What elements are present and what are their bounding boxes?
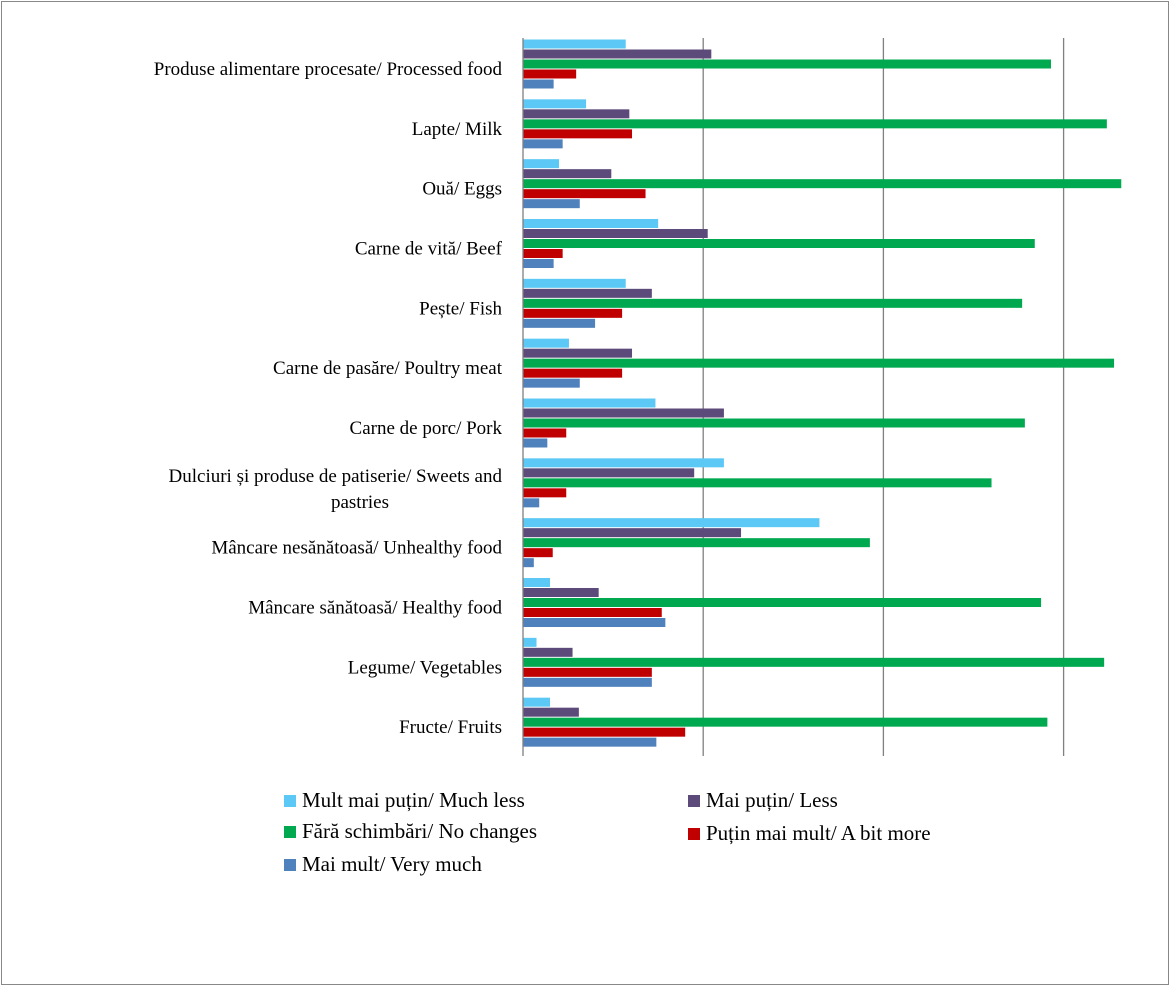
bar-2-3 — [523, 189, 646, 199]
bar-chart: Produse alimentare procesate/ Processed … — [154, 38, 1122, 780]
bar-1-4 — [523, 139, 563, 149]
bar-8-3 — [523, 548, 553, 558]
legend-swatch-3 — [688, 827, 700, 840]
bar-4-0 — [523, 278, 626, 288]
category-label-9: Mâncare sănătoasă/ Healthy food — [248, 597, 502, 618]
bar-10-0 — [523, 637, 537, 647]
bar-2-4 — [523, 199, 580, 209]
bar-1-3 — [523, 129, 633, 139]
bar-9-3 — [523, 608, 662, 617]
legend-swatch-0 — [284, 794, 296, 807]
bar-0-2 — [523, 59, 1051, 69]
bar-2-0 — [523, 159, 560, 169]
bar-9-0 — [523, 578, 551, 587]
legend-item-2: Fără schimbări/ No changes — [284, 819, 537, 844]
legend-label-1: Mai puțin/ Less — [706, 788, 838, 812]
bar-3-3 — [523, 249, 563, 258]
legend-swatch-4 — [284, 858, 296, 871]
bar-9-1 — [523, 588, 599, 597]
bar-5-4 — [523, 378, 580, 388]
category-label-3: Carne de vită/ Beef — [355, 238, 503, 259]
bar-7-2 — [523, 478, 992, 488]
legend-item-4: Mai mult/ Very much — [284, 852, 482, 877]
legend-swatch-1 — [688, 794, 700, 807]
bar-9-4 — [523, 618, 666, 627]
bar-10-3 — [523, 667, 652, 677]
bar-11-3 — [523, 727, 686, 737]
bar-10-1 — [523, 647, 573, 657]
category-label-11: Fructe/ Fruits — [399, 717, 502, 738]
bar-6-0 — [523, 398, 656, 408]
bar-0-3 — [523, 69, 577, 79]
bar-5-2 — [523, 358, 1115, 368]
legend-item-3: Puțin mai mult/ A bit more — [688, 821, 931, 846]
x-tick-label-40: 40 — [874, 778, 893, 780]
bar-11-2 — [523, 717, 1048, 727]
legend-item-0: Mult mai puțin/ Much less — [284, 788, 525, 813]
bar-0-1 — [523, 49, 712, 59]
bar-3-4 — [523, 259, 554, 268]
category-label-5: Carne de pasăre/ Poultry meat — [273, 358, 503, 379]
bar-0-0 — [523, 39, 626, 49]
bar-4-1 — [523, 288, 652, 298]
bar-6-3 — [523, 428, 567, 438]
bar-0-4 — [523, 79, 554, 89]
bar-3-1 — [523, 229, 708, 238]
legend-label-3: Puțin mai mult/ A bit more — [706, 821, 931, 845]
bar-10-4 — [523, 677, 652, 687]
x-tick-label-60: 60 — [1054, 778, 1073, 780]
bar-2-1 — [523, 169, 612, 179]
bar-5-0 — [523, 338, 569, 348]
bar-8-4 — [523, 558, 534, 568]
bar-7-0 — [523, 458, 724, 468]
category-label-0: Produse alimentare procesate/ Processed … — [154, 59, 503, 80]
bar-10-2 — [523, 657, 1105, 667]
bar-3-0 — [523, 219, 659, 228]
bar-8-0 — [523, 518, 820, 528]
legend-item-1: Mai puțin/ Less — [688, 788, 838, 813]
category-label-4: Pește/ Fish — [419, 298, 502, 319]
bar-8-2 — [523, 538, 870, 548]
category-label-10: Legume/ Vegetables — [348, 657, 502, 678]
bar-1-0 — [523, 99, 587, 109]
category-label-1: Lapte/ Milk — [412, 119, 503, 140]
legend-swatch-2 — [284, 825, 296, 838]
bar-4-4 — [523, 318, 596, 328]
bar-4-2 — [523, 298, 1023, 308]
bar-6-4 — [523, 438, 548, 448]
category-label-7: Dulciuri și produse de patiserie/ Sweets… — [169, 466, 503, 513]
bar-6-1 — [523, 408, 724, 418]
bar-8-1 — [523, 528, 742, 538]
bar-11-0 — [523, 697, 551, 707]
legend-label-4: Mai mult/ Very much — [302, 852, 482, 876]
bar-1-1 — [523, 109, 630, 119]
chart-legend: Mult mai puțin/ Much less Mai puțin/ Less… — [284, 788, 1044, 908]
bar-3-2 — [523, 239, 1035, 248]
bar-7-4 — [523, 498, 540, 508]
x-tick-label-0: 0 — [518, 778, 528, 780]
bar-5-1 — [523, 348, 633, 358]
bar-11-4 — [523, 737, 657, 747]
bar-11-1 — [523, 707, 579, 717]
bar-1-2 — [523, 119, 1107, 129]
bar-6-2 — [523, 418, 1025, 428]
bar-7-1 — [523, 468, 695, 478]
x-tick-label-20: 20 — [694, 778, 713, 780]
bar-9-2 — [523, 598, 1042, 607]
category-label-2: Ouă/ Eggs — [422, 179, 502, 200]
legend-label-0: Mult mai puțin/ Much less — [302, 788, 525, 812]
bar-5-3 — [523, 368, 623, 378]
category-label-6: Carne de porc/ Pork — [350, 418, 503, 439]
bar-7-3 — [523, 488, 567, 498]
legend-label-2: Fără schimbări/ No changes — [302, 819, 538, 843]
bar-4-3 — [523, 308, 623, 318]
bar-2-2 — [523, 179, 1122, 189]
category-label-8: Mâncare nesănătoasă/ Unhealthy food — [211, 538, 502, 559]
